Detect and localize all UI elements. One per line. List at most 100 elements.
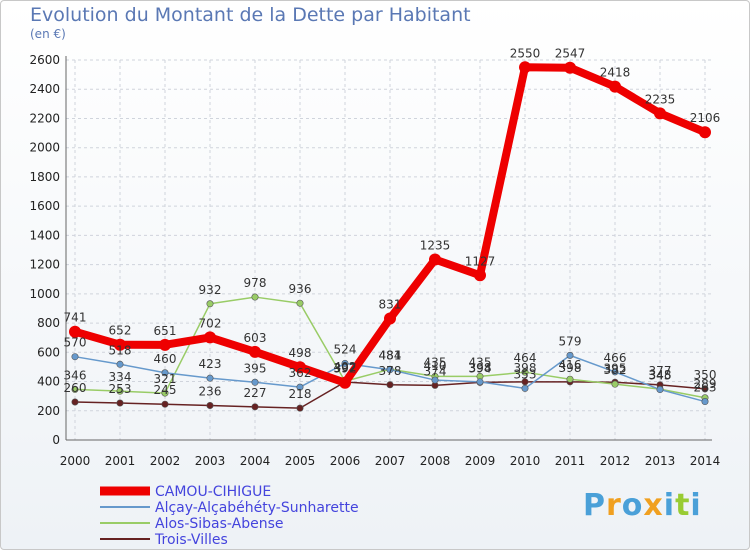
data-point bbox=[521, 384, 529, 392]
data-label: 245 bbox=[154, 383, 177, 397]
y-tick-label: 1200 bbox=[29, 258, 60, 272]
x-tick-label: 2003 bbox=[195, 454, 226, 468]
data-point bbox=[116, 360, 124, 368]
data-label: 362 bbox=[289, 366, 312, 380]
y-tick-label: 1000 bbox=[29, 287, 60, 301]
y-tick-label: 0 bbox=[52, 433, 60, 447]
data-label: 651 bbox=[154, 324, 177, 338]
data-label: 652 bbox=[109, 324, 132, 338]
data-label: 263 bbox=[694, 381, 717, 395]
data-label: 348 bbox=[649, 368, 672, 382]
data-label: 398 bbox=[559, 361, 582, 375]
data-label: 932 bbox=[199, 283, 222, 297]
data-label: 227 bbox=[244, 386, 267, 400]
data-point bbox=[701, 385, 709, 393]
data-point bbox=[521, 368, 529, 376]
y-tick-label: 2400 bbox=[29, 82, 60, 96]
legend-label: Alos-Sibas-Abense bbox=[155, 516, 284, 532]
data-label: 978 bbox=[244, 276, 267, 290]
data-label: 466 bbox=[604, 351, 627, 365]
data-point bbox=[71, 398, 79, 406]
data-point bbox=[161, 389, 169, 397]
data-label: 936 bbox=[289, 282, 312, 296]
data-label: 2235 bbox=[645, 92, 676, 106]
data-point bbox=[564, 61, 576, 74]
data-label: 345 bbox=[649, 369, 672, 383]
data-point bbox=[699, 126, 711, 139]
data-point bbox=[474, 269, 486, 282]
x-tick-label: 2007 bbox=[375, 454, 406, 468]
data-point bbox=[159, 338, 171, 351]
data-label: 435 bbox=[469, 355, 492, 369]
data-label: 350 bbox=[694, 368, 717, 382]
logo-letter: r bbox=[606, 488, 622, 523]
data-point bbox=[204, 331, 216, 344]
data-label: 2106 bbox=[690, 111, 721, 125]
data-label: 334 bbox=[109, 370, 132, 384]
x-tick-label: 2012 bbox=[600, 454, 631, 468]
data-point bbox=[296, 383, 304, 391]
y-tick-label: 800 bbox=[37, 316, 60, 330]
data-label: 377 bbox=[649, 364, 672, 378]
data-point bbox=[161, 369, 169, 377]
data-label: 253 bbox=[109, 382, 132, 396]
data-point bbox=[341, 359, 349, 367]
data-point bbox=[611, 368, 619, 376]
data-point bbox=[251, 378, 259, 386]
data-point bbox=[609, 80, 621, 93]
data-label: 524 bbox=[334, 342, 357, 356]
y-tick-label: 1600 bbox=[29, 199, 60, 213]
legend-label: Alçay-Alçabéhéty-Sunharette bbox=[155, 500, 359, 516]
x-tick-label: 2005 bbox=[285, 454, 316, 468]
data-point bbox=[431, 376, 439, 384]
data-label: 382 bbox=[604, 363, 627, 377]
x-tick-label: 2001 bbox=[105, 454, 136, 468]
y-tick-label: 2000 bbox=[29, 141, 60, 155]
data-label: 2418 bbox=[600, 66, 631, 80]
data-point bbox=[251, 293, 259, 301]
data-label: 394 bbox=[469, 361, 492, 375]
logo-letter: i bbox=[663, 488, 676, 523]
y-tick-label: 400 bbox=[37, 375, 60, 389]
data-point bbox=[611, 380, 619, 388]
data-label: 2547 bbox=[555, 47, 586, 61]
logo-letter: o bbox=[621, 488, 644, 523]
chart-title: Evolution du Montant de la Dette par Hab… bbox=[30, 4, 471, 26]
data-label: 398 bbox=[514, 361, 537, 375]
data-point bbox=[519, 61, 531, 74]
data-label: 498 bbox=[289, 346, 312, 360]
data-label: 570 bbox=[64, 336, 87, 350]
data-label: 423 bbox=[199, 357, 222, 371]
data-point bbox=[339, 376, 351, 389]
data-label: 603 bbox=[244, 331, 267, 345]
data-label: 484 bbox=[379, 348, 402, 362]
data-label: 397 bbox=[334, 361, 357, 375]
data-label: 1235 bbox=[420, 239, 451, 253]
x-tick-label: 2013 bbox=[645, 454, 676, 468]
data-point bbox=[296, 299, 304, 307]
logo-letter: t bbox=[675, 488, 691, 523]
data-label: 353 bbox=[514, 367, 537, 381]
data-point bbox=[114, 338, 126, 351]
data-label: 346 bbox=[64, 368, 87, 382]
data-point bbox=[296, 404, 304, 412]
legend-label: Trois-Villes bbox=[154, 532, 228, 548]
data-label: 410 bbox=[424, 359, 447, 373]
x-tick-label: 2009 bbox=[465, 454, 496, 468]
y-tick-label: 600 bbox=[37, 345, 60, 359]
data-label: 831 bbox=[379, 298, 402, 312]
data-point bbox=[386, 366, 394, 374]
data-label: 416 bbox=[559, 358, 582, 372]
data-label: 395 bbox=[604, 361, 627, 375]
x-tick-label: 2014 bbox=[690, 454, 721, 468]
chart-subtitle: (en €) bbox=[30, 27, 66, 41]
x-tick-label: 2002 bbox=[150, 454, 181, 468]
x-tick-label: 2004 bbox=[240, 454, 271, 468]
logo-letter: x bbox=[643, 488, 664, 523]
data-label: 741 bbox=[64, 311, 87, 325]
data-label: 518 bbox=[109, 343, 132, 357]
data-label: 236 bbox=[199, 385, 222, 399]
logo-letter: P bbox=[583, 488, 606, 523]
data-point bbox=[206, 374, 214, 382]
data-point bbox=[566, 351, 574, 359]
